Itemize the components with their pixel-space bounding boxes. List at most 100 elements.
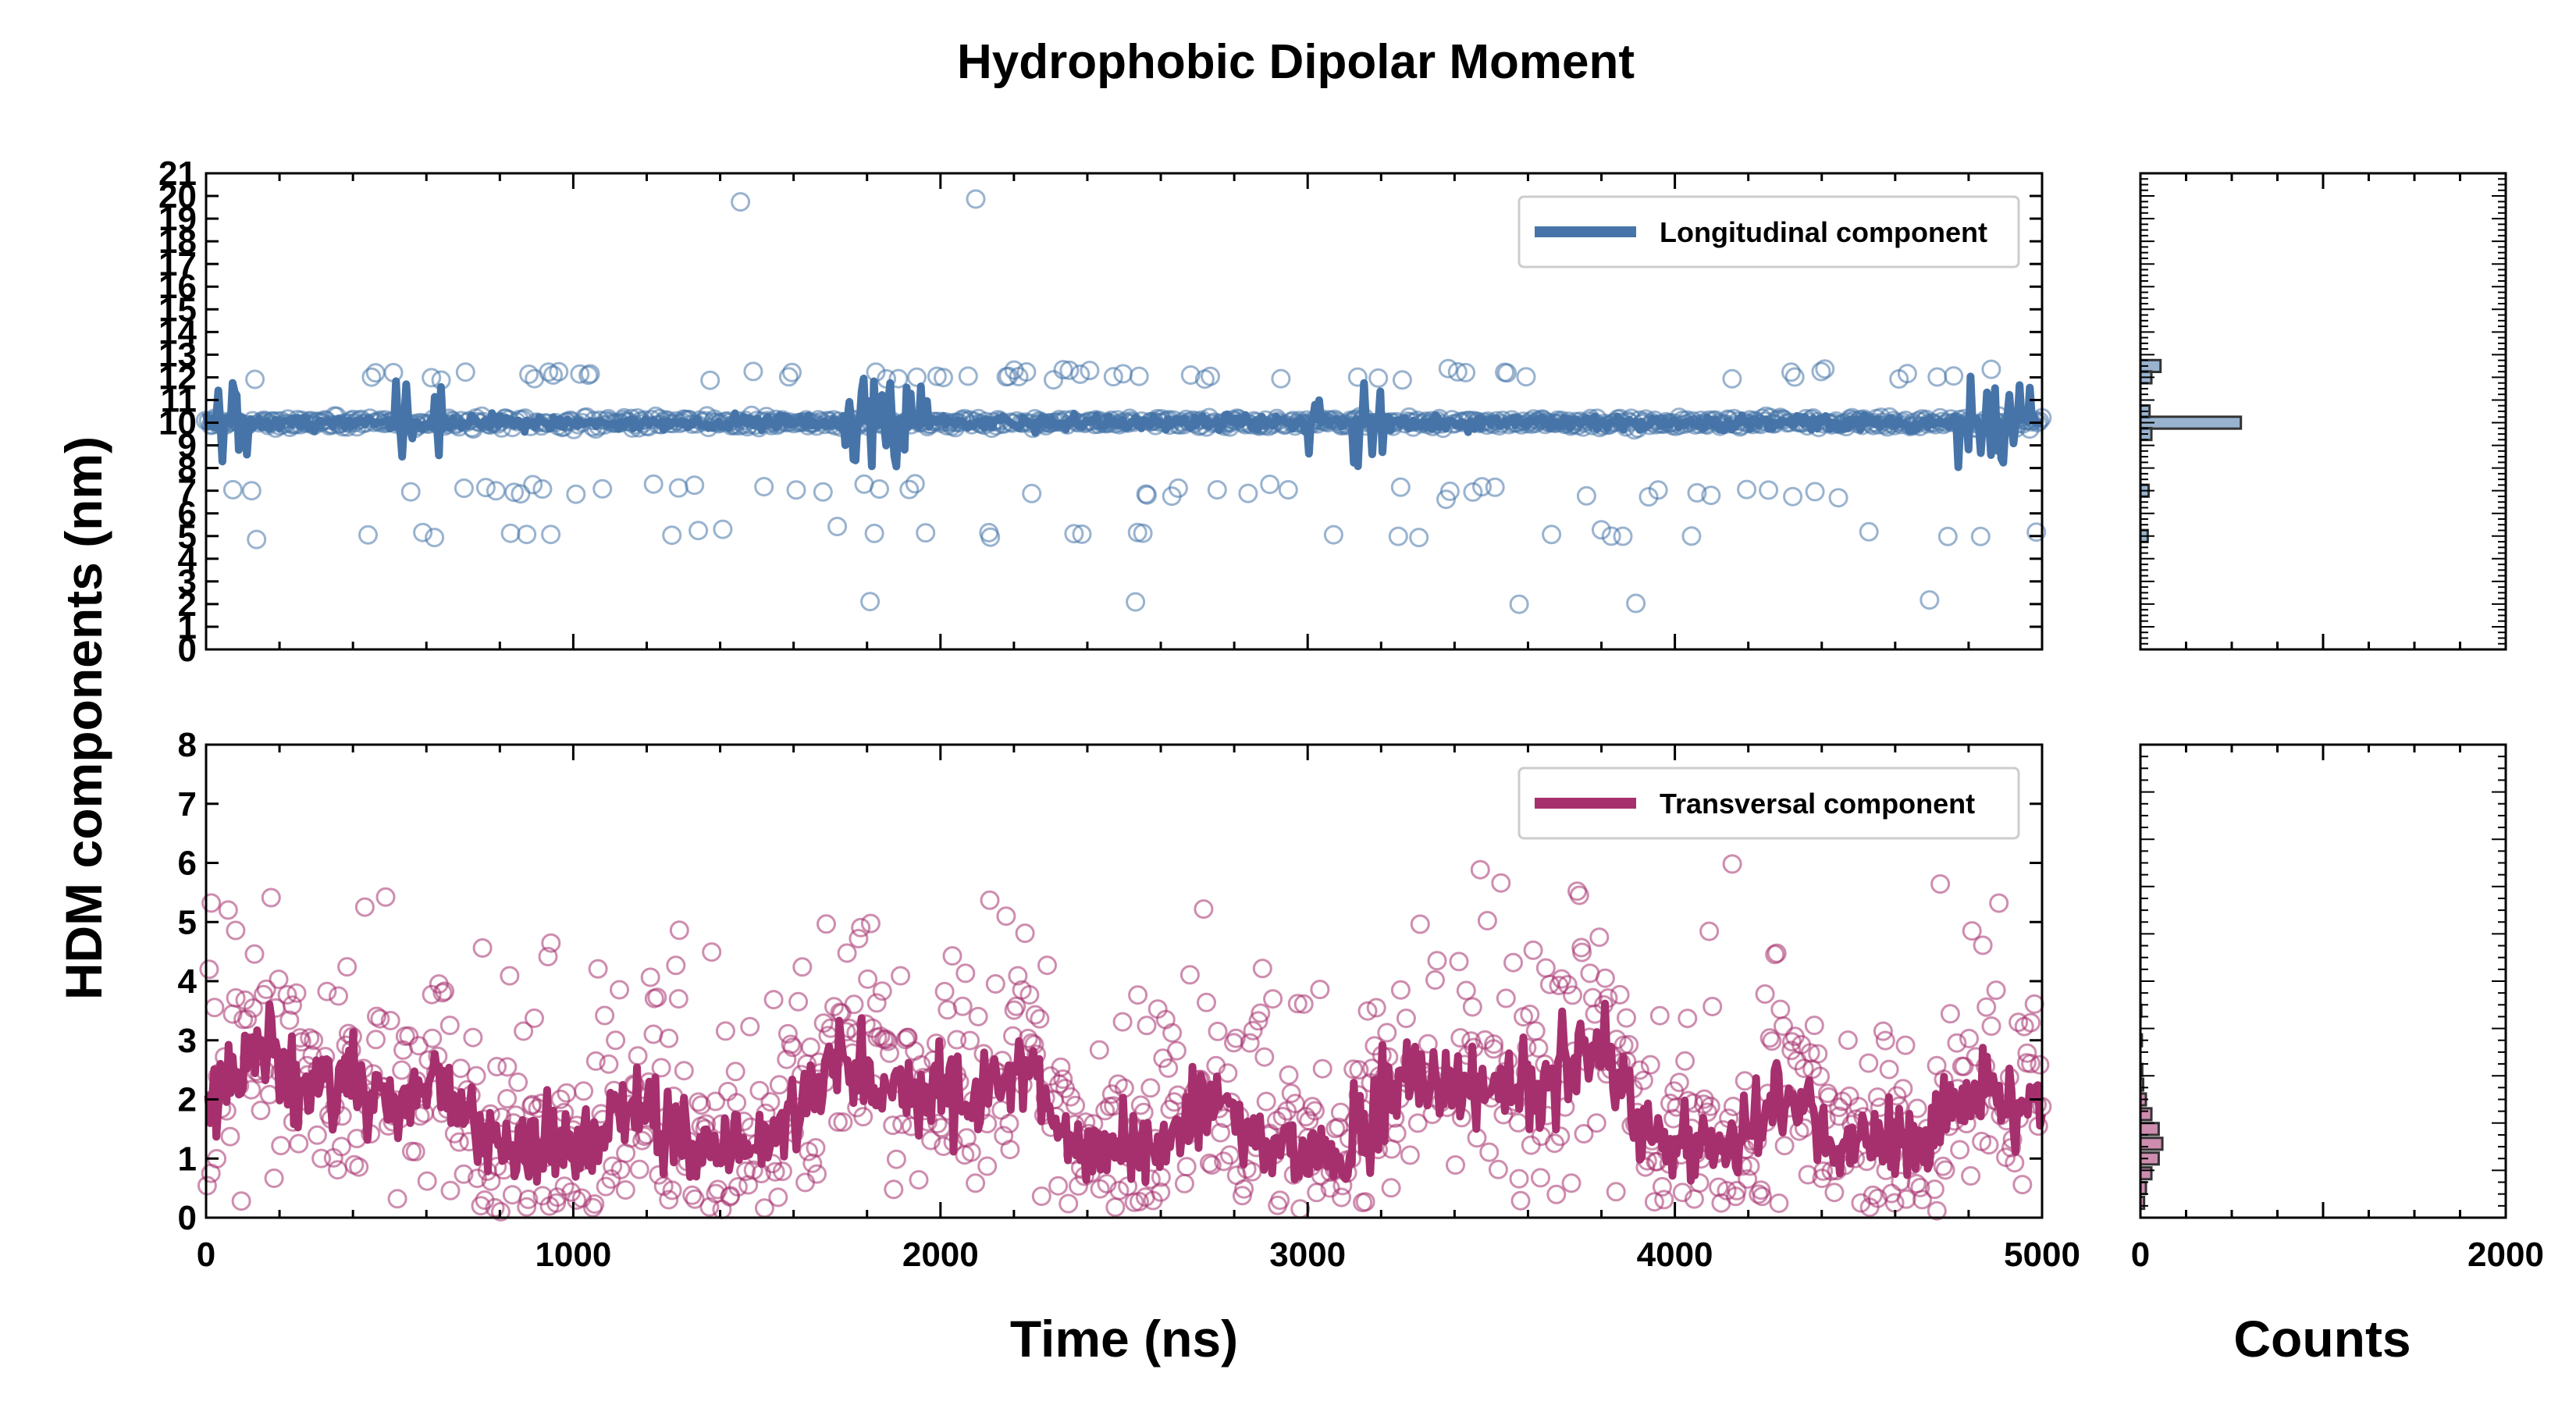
data-point (413, 522, 433, 542)
data-point (1470, 859, 1490, 880)
data-point (872, 981, 892, 1001)
data-point (523, 475, 543, 495)
data-point (702, 942, 722, 962)
data-point (1893, 1079, 1913, 1099)
data-point (668, 989, 688, 1009)
data-point (1989, 893, 2009, 913)
y-tick-label: 6 (178, 845, 197, 883)
data-point (1703, 997, 1723, 1016)
histogram-x-tick-label: 0 (2131, 1236, 2150, 1274)
data-point (1015, 923, 1035, 944)
data-point (1302, 1097, 1322, 1117)
data-point (1884, 1193, 1905, 1213)
data-point (1523, 940, 1543, 960)
data-point (1576, 486, 1596, 506)
data-point (1769, 1193, 1789, 1213)
data-point (532, 479, 553, 499)
data-point (1735, 1071, 1755, 1091)
data-point (487, 1057, 507, 1076)
data-point (907, 367, 927, 387)
data-point (1263, 989, 1283, 1009)
data-point (1561, 1173, 1582, 1193)
y-tick-label: 0 (178, 1199, 197, 1237)
data-point (1226, 1028, 1246, 1048)
histogram-bar (2139, 1166, 2153, 1181)
x-tick-label: 3000 (1269, 1236, 1346, 1274)
data-point (2017, 1043, 2037, 1063)
data-point (1168, 478, 1188, 498)
histogram-frame (2139, 743, 2507, 1219)
data-point (595, 1005, 615, 1026)
y-tick-label: 2 (178, 585, 197, 624)
data-point (1450, 1028, 1471, 1048)
data-point (1933, 1156, 1953, 1176)
data-point (1271, 368, 1291, 389)
y-tick-label: 4 (178, 540, 197, 578)
data-point (795, 1172, 816, 1193)
data-point (497, 1057, 518, 1077)
data-point (1907, 1098, 1927, 1119)
y-tick-label: 16 (158, 268, 197, 306)
y-axis-title: HDM components (nm) (55, 436, 112, 1000)
data-point (261, 887, 281, 908)
data-point (554, 1176, 575, 1197)
data-point (1483, 1039, 1503, 1059)
data-point (1930, 874, 1951, 894)
data-point (237, 1009, 258, 1030)
data-point (475, 478, 496, 498)
data-point (1808, 1044, 1828, 1064)
legend-box (1517, 195, 2020, 269)
data-point (921, 1130, 941, 1151)
data-point (1508, 1112, 1528, 1133)
data-point (1672, 1183, 1692, 1203)
data-point (1563, 985, 1582, 1005)
y-tick-label: 20 (158, 177, 197, 215)
data-point (688, 521, 709, 541)
data-point (1201, 366, 1220, 386)
data-point (1019, 985, 1040, 1005)
data-point (1477, 911, 1497, 930)
data-point (1176, 1157, 1197, 1177)
data-point (1959, 1029, 1979, 1048)
data-point (876, 1030, 896, 1049)
data-point (1542, 525, 1562, 545)
x-tick-label: 1000 (535, 1236, 611, 1274)
histogram-bar (2139, 415, 2243, 430)
data-point (781, 1034, 801, 1055)
data-point (1066, 1095, 1086, 1115)
data-point (827, 517, 848, 536)
data-point (1418, 1033, 1438, 1054)
data-point (651, 1058, 671, 1078)
data-point (942, 946, 962, 966)
data-point (522, 1094, 543, 1115)
data-point (1053, 1069, 1073, 1089)
data-point (1774, 1136, 1795, 1156)
data-point (387, 1189, 407, 1209)
data-point (588, 959, 608, 979)
legend: Transversal component (1517, 767, 2020, 840)
data-point (1381, 1178, 1401, 1198)
data-point (466, 1065, 486, 1086)
data-point (628, 1046, 648, 1066)
data-point (1496, 988, 1516, 1008)
data-point (968, 1006, 988, 1026)
data-point (662, 1180, 682, 1200)
data-point (1439, 481, 1460, 501)
data-point (916, 523, 936, 543)
data-point (1388, 526, 1408, 546)
data-point (1278, 480, 1298, 500)
legend-box (1517, 767, 2020, 840)
y-tick-label: 14 (158, 313, 197, 351)
data-point (307, 1125, 327, 1145)
data-point (1970, 526, 1991, 546)
data-point (1784, 367, 1805, 387)
data-point (666, 955, 686, 976)
data-point (1521, 1135, 1541, 1155)
data-point (199, 959, 219, 980)
data-point (1813, 1161, 1834, 1181)
data-point (1783, 486, 1803, 507)
data-point (934, 981, 955, 1001)
data-point (768, 1187, 788, 1208)
data-point (1649, 1005, 1670, 1026)
y-tick-label: 11 (160, 381, 197, 419)
